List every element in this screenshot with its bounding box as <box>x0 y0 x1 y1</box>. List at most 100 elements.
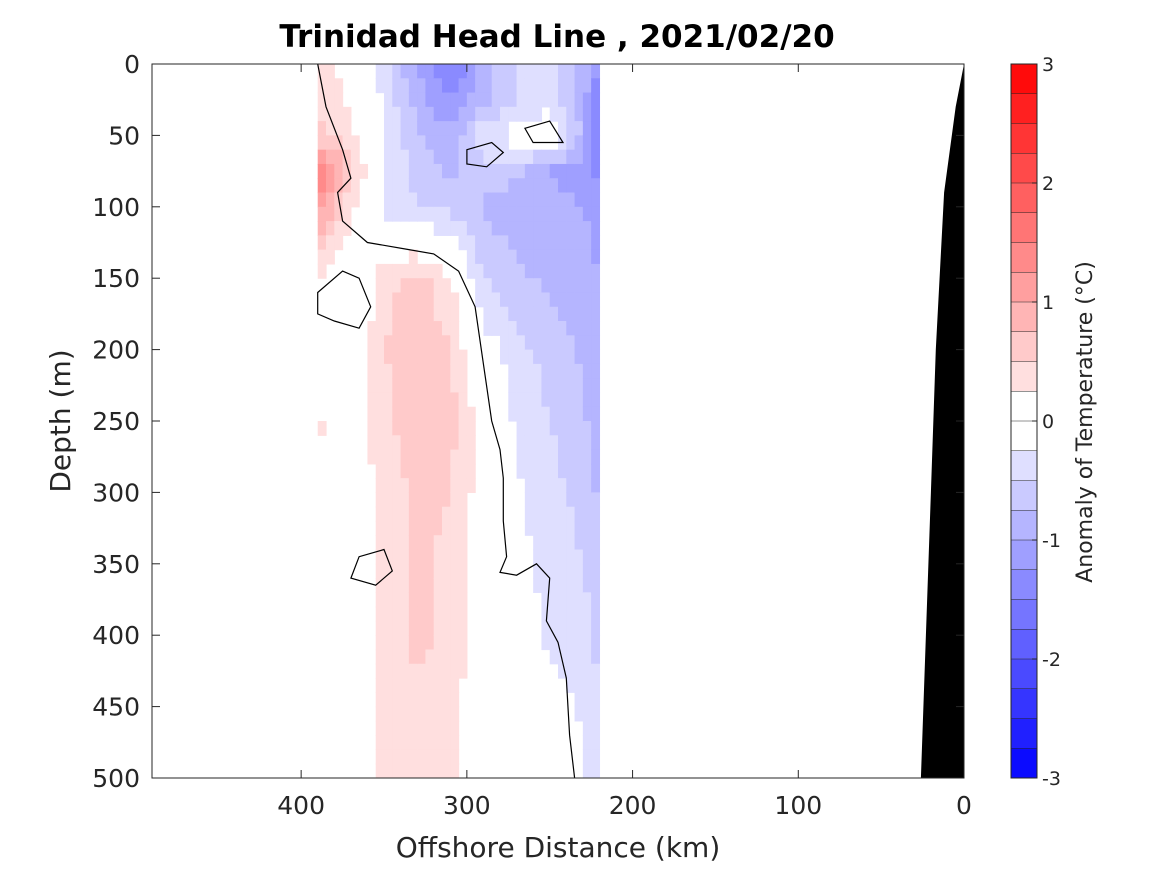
anomaly-cell <box>417 720 427 736</box>
anomaly-cell <box>516 64 526 79</box>
anomaly-cell <box>566 649 576 665</box>
anomaly-cell <box>375 520 385 536</box>
anomaly-cell <box>342 178 352 194</box>
anomaly-cell <box>450 435 460 451</box>
anomaly-cell <box>384 92 393 108</box>
anomaly-cell <box>375 64 385 79</box>
anomaly-cell <box>400 92 410 108</box>
anomaly-cell <box>566 535 576 551</box>
anomaly-cell <box>549 592 559 608</box>
anomaly-cell <box>450 735 460 751</box>
anomaly-cell <box>367 363 377 379</box>
anomaly-cell <box>326 135 335 151</box>
anomaly-cell <box>433 678 443 693</box>
anomaly-cell <box>591 378 601 394</box>
anomaly-cell <box>558 235 567 251</box>
anomaly-cell <box>541 563 551 579</box>
anomaly-cell <box>591 692 601 708</box>
anomaly-cell <box>458 463 468 479</box>
anomaly-cell <box>549 635 559 651</box>
anomaly-cell <box>400 763 410 778</box>
anomaly-cell <box>541 292 551 308</box>
anomaly-cell <box>591 606 601 622</box>
anomaly-cell <box>582 421 592 436</box>
anomaly-cell <box>442 520 451 536</box>
anomaly-cell <box>574 421 584 436</box>
anomaly-cell <box>425 492 435 508</box>
anomaly-cell <box>516 378 526 394</box>
anomaly-cell <box>574 563 584 579</box>
anomaly-cell <box>417 649 427 665</box>
anomaly-cell <box>384 206 393 222</box>
anomaly-cell <box>458 535 468 551</box>
anomaly-cell <box>400 706 410 722</box>
anomaly-cell <box>591 506 601 522</box>
anomaly-cell <box>591 635 601 651</box>
zero-contour-line <box>466 141 505 168</box>
anomaly-cell <box>442 549 451 565</box>
anomaly-cell <box>591 620 601 636</box>
anomaly-cell <box>541 549 551 565</box>
anomaly-cell <box>317 249 327 265</box>
anomaly-cell <box>433 606 443 622</box>
anomaly-cell <box>574 678 584 693</box>
anomaly-cell <box>566 378 576 394</box>
anomaly-cell <box>450 78 460 94</box>
anomaly-cell <box>392 121 402 136</box>
anomaly-cell <box>392 92 402 108</box>
anomaly-cell <box>392 663 402 679</box>
anomaly-cell <box>400 649 410 665</box>
anomaly-cell <box>566 363 576 379</box>
anomaly-cell <box>508 235 518 251</box>
colorbar-swatch <box>1011 64 1037 95</box>
anomaly-cell <box>582 249 592 265</box>
anomaly-cell <box>549 292 559 308</box>
anomaly-cell <box>392 135 402 151</box>
anomaly-cell <box>342 106 352 122</box>
anomaly-cell <box>541 492 551 508</box>
anomaly-cell <box>566 392 576 408</box>
anomaly-cell <box>375 392 385 408</box>
anomaly-cell <box>334 163 344 179</box>
anomaly-cell <box>466 263 476 279</box>
anomaly-cell <box>408 64 418 79</box>
anomaly-cell <box>442 106 451 122</box>
anomaly-cell <box>549 563 559 579</box>
colorbar-swatch <box>1011 212 1037 243</box>
anomaly-cell <box>508 263 518 279</box>
anomaly-cell <box>516 178 526 194</box>
anomaly-cell <box>574 549 584 565</box>
anomaly-cell <box>524 378 534 394</box>
anomaly-cell <box>574 192 584 208</box>
anomaly-cell <box>450 449 460 465</box>
anomaly-cell <box>516 249 526 265</box>
anomaly-cell <box>566 620 576 636</box>
anomaly-cell <box>475 78 485 94</box>
anomaly-cell <box>392 178 402 194</box>
anomaly-cell <box>317 121 327 136</box>
anomaly-cell <box>533 163 543 179</box>
y-tick-label: 200 <box>92 336 140 365</box>
anomaly-cell <box>400 720 410 736</box>
anomaly-cell <box>384 735 393 751</box>
anomaly-cell <box>574 535 584 551</box>
anomaly-field <box>317 64 601 778</box>
anomaly-cell <box>342 192 352 208</box>
anomaly-cell <box>458 649 468 665</box>
anomaly-cell <box>524 478 534 493</box>
anomaly-cell <box>549 349 559 365</box>
anomaly-cell <box>574 520 584 536</box>
anomaly-cell <box>400 606 410 622</box>
anomaly-cell <box>375 692 385 708</box>
anomaly-cell <box>400 135 410 151</box>
anomaly-cell <box>458 121 468 136</box>
y-tick-label: 300 <box>92 478 140 507</box>
anomaly-cell <box>558 520 567 536</box>
anomaly-cell <box>326 149 335 165</box>
anomaly-cell <box>334 78 344 94</box>
anomaly-cell <box>425 520 435 536</box>
anomaly-cell <box>558 620 567 636</box>
anomaly-cell <box>458 178 468 194</box>
anomaly-cell <box>334 92 344 108</box>
anomaly-cell <box>475 121 485 136</box>
